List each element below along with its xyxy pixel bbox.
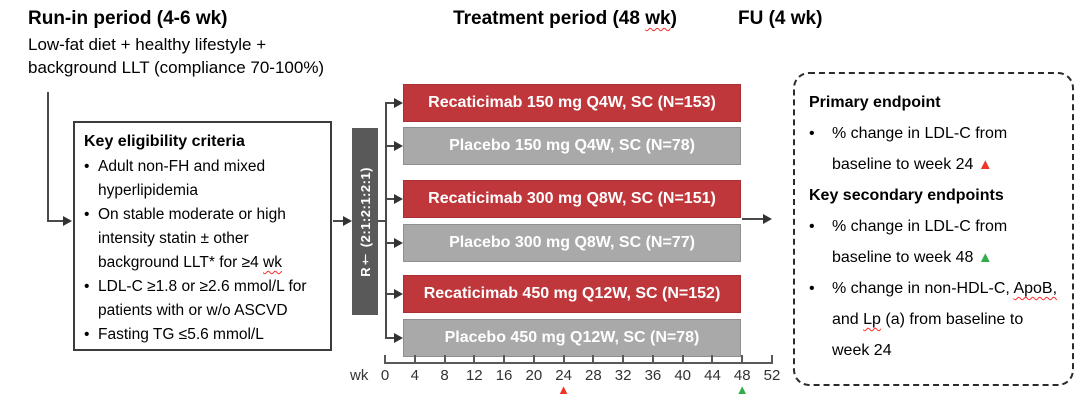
arm-placebo-450-q12w: Placebo 450 mg Q12W, SC (N=78) [403, 319, 741, 357]
branch-line [385, 242, 395, 244]
secondary-endpoint-item-lipids: • % change in non-HDL-C, ApoB, and Lp (a… [809, 273, 1060, 366]
axis-tick-label: 40 [674, 367, 692, 384]
red-triangle-icon: ▲ [977, 156, 993, 173]
bullet-icon: • [84, 158, 90, 175]
arm-recaticimab-450-q12w: Recaticimab 450 mg Q12W, SC (N=152) [403, 275, 741, 313]
eligibility-item-tg: • Fasting TG ≤5.6 mmol/L [84, 323, 321, 347]
randomization-bar: R† (2:1:2:1:2:1) [352, 128, 378, 315]
run-in-description: Low-fat diet + healthy lifestyle + backg… [28, 33, 324, 79]
endpoints-box: Primary endpoint • % change in LDL-C fro… [793, 72, 1074, 386]
axis-tick-label: 48 [733, 367, 751, 384]
axis-tick [711, 355, 714, 364]
axis-tick [413, 355, 416, 364]
axis-tick-label: 16 [495, 367, 513, 384]
axis-tick [592, 355, 595, 364]
arm-recaticimab-150-q4w: Recaticimab 150 mg Q4W, SC (N=153) [403, 84, 741, 122]
run-in-arrowhead-icon [63, 216, 72, 226]
week-48-secondary-marker: ▲ [735, 382, 749, 397]
eligibility-box: Key eligibility criteria • Adult non-FH … [73, 121, 332, 351]
eligibility-to-randomization-arrowhead-icon [343, 216, 352, 226]
branch-arrowhead-icon [394, 289, 403, 299]
bullet-icon: • [84, 326, 90, 343]
run-in-description-line1: Low-fat diet + healthy lifestyle + [28, 35, 267, 54]
axis-tick [473, 355, 476, 364]
axis-tick-label: 8 [440, 367, 449, 384]
bullet-icon: • [809, 125, 815, 142]
branch-arrowhead-icon [394, 238, 403, 248]
axis-tick-label: 4 [410, 367, 419, 384]
axis-tick [443, 355, 446, 364]
arm-placebo-300-q8w: Placebo 300 mg Q8W, SC (N=77) [403, 224, 741, 262]
branch-line [385, 293, 395, 295]
axis-tick [622, 355, 625, 364]
week-axis-line [385, 362, 772, 364]
axis-tick [503, 355, 506, 364]
secondary-endpoints-title: Key secondary endpoints [809, 187, 1004, 204]
eligibility-title: Key eligibility criteria [84, 133, 245, 150]
axis-tick-label: 24 [555, 367, 572, 384]
axis-tick-label: 44 [704, 367, 721, 384]
eligibility-to-randomization-line [333, 220, 344, 222]
arm-placebo-150-q4w: Placebo 150 mg Q4W, SC (N=78) [403, 127, 741, 165]
bullet-icon: • [809, 218, 815, 235]
axis-tick-label: 0 [380, 367, 390, 384]
arms-to-endpoints-arrowhead-icon [763, 214, 772, 224]
secondary-endpoint-item-ldl48: • % change in LDL-C from baseline to wee… [809, 211, 1060, 273]
branch-line [385, 102, 395, 104]
branch-arrowhead-icon [394, 98, 403, 108]
bullet-icon: • [84, 206, 90, 223]
arm-recaticimab-300-q8w: Recaticimab 300 mg Q8W, SC (N=151) [403, 180, 741, 218]
branch-arrowhead-icon [394, 194, 403, 204]
axis-tick-label: 20 [525, 367, 543, 384]
bullet-icon: • [809, 280, 815, 297]
branch-vertical-line [385, 102, 387, 339]
run-in-connector-vertical-line [47, 92, 49, 222]
branch-line [385, 145, 395, 147]
axis-tick [532, 355, 535, 364]
axis-tick [651, 355, 654, 364]
week-axis-unit-label: wk [350, 367, 369, 384]
axis-tick [384, 355, 386, 364]
axis-tick [771, 355, 773, 364]
axis-tick-label: 36 [644, 367, 662, 384]
axis-tick [681, 355, 684, 364]
bullet-icon: • [84, 278, 90, 295]
run-in-heading: Run-in period (4-6 wk) [28, 8, 228, 29]
follow-up-heading: FU (4 wk) [738, 8, 823, 29]
axis-tick [562, 355, 565, 364]
axis-tick [741, 355, 744, 364]
arms-to-endpoints-line [742, 218, 764, 220]
green-triangle-icon: ▲ [977, 249, 993, 266]
treatment-period-heading: Treatment period (48 wk) [453, 8, 677, 29]
branch-arrowhead-icon [394, 141, 403, 151]
run-in-connector-horizontal-line [47, 220, 64, 222]
eligibility-item-statin: • On stable moderate or high intensity s… [84, 203, 321, 275]
axis-tick-label: 52 [763, 367, 781, 384]
week-axis: 0 4 8 12 16 20 24 28 32 36 40 44 48 52 ▲ ▲ [381, 350, 780, 410]
branch-line [385, 337, 395, 339]
eligibility-item-ldl: • LDL-C ≥1.8 or ≥2.6 mmol/L for patients… [84, 275, 321, 323]
axis-tick-label: 32 [614, 367, 632, 384]
branch-arrowhead-icon [394, 333, 403, 343]
randomization-stem-line [378, 220, 386, 222]
eligibility-item-population: • Adult non-FH and mixed hyperlipidemia [84, 155, 321, 203]
primary-endpoint-title: Primary endpoint [809, 94, 941, 111]
axis-tick-label: 12 [465, 367, 483, 384]
primary-endpoint-item: • % change in LDL-C from baseline to wee… [809, 118, 1060, 180]
week-24-primary-marker: ▲ [557, 382, 571, 397]
axis-tick-label: 28 [585, 367, 602, 384]
run-in-description-line2: background LLT (compliance 70-100%) [28, 58, 325, 77]
randomization-label: R† (2:1:2:1:2:1) [357, 166, 373, 277]
branch-line [385, 198, 395, 200]
